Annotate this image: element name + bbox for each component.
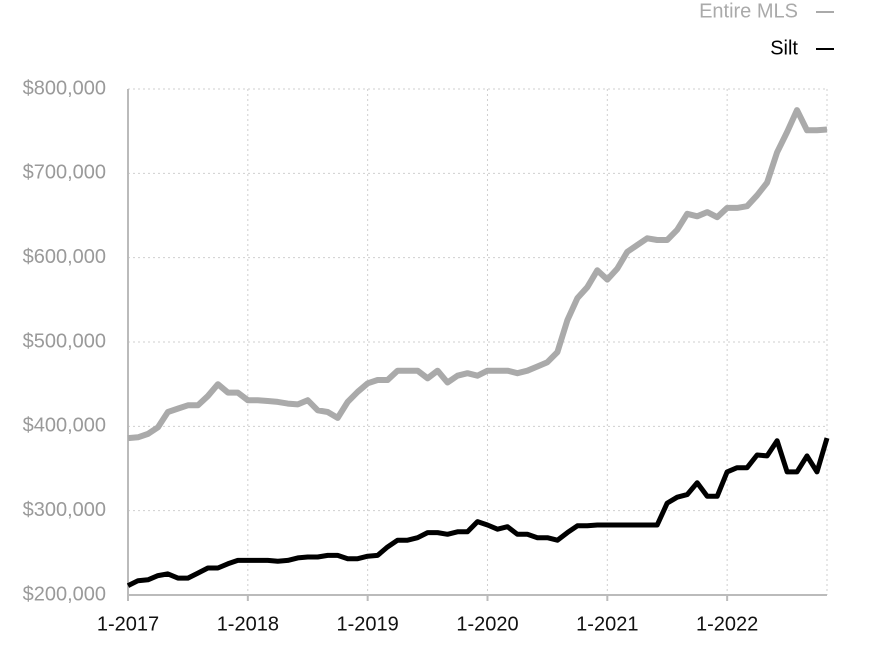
y-tick-label: $700,000: [23, 162, 106, 184]
x-tick-label: 1-2019: [337, 613, 399, 635]
x-tick-label: 1-2017: [97, 613, 159, 635]
x-tick-label: 1-2020: [456, 613, 518, 635]
x-tick-label: 1-2021: [576, 613, 638, 635]
y-tick-label: $200,000: [23, 583, 106, 605]
y-tick-label: $300,000: [23, 499, 106, 521]
y-tick-label: $500,000: [23, 330, 106, 352]
y-tick-label: $800,000: [23, 77, 106, 99]
series-line: [126, 437, 830, 588]
legend-label: Silt: [770, 37, 798, 59]
x-tick-label: 1-2022: [696, 613, 758, 635]
x-tick-label: 1-2018: [217, 613, 279, 635]
y-tick-label: $400,000: [23, 415, 106, 437]
y-tick-label: $600,000: [23, 246, 106, 268]
series-line: [127, 107, 828, 442]
legend-label: Entire MLS: [699, 0, 798, 22]
